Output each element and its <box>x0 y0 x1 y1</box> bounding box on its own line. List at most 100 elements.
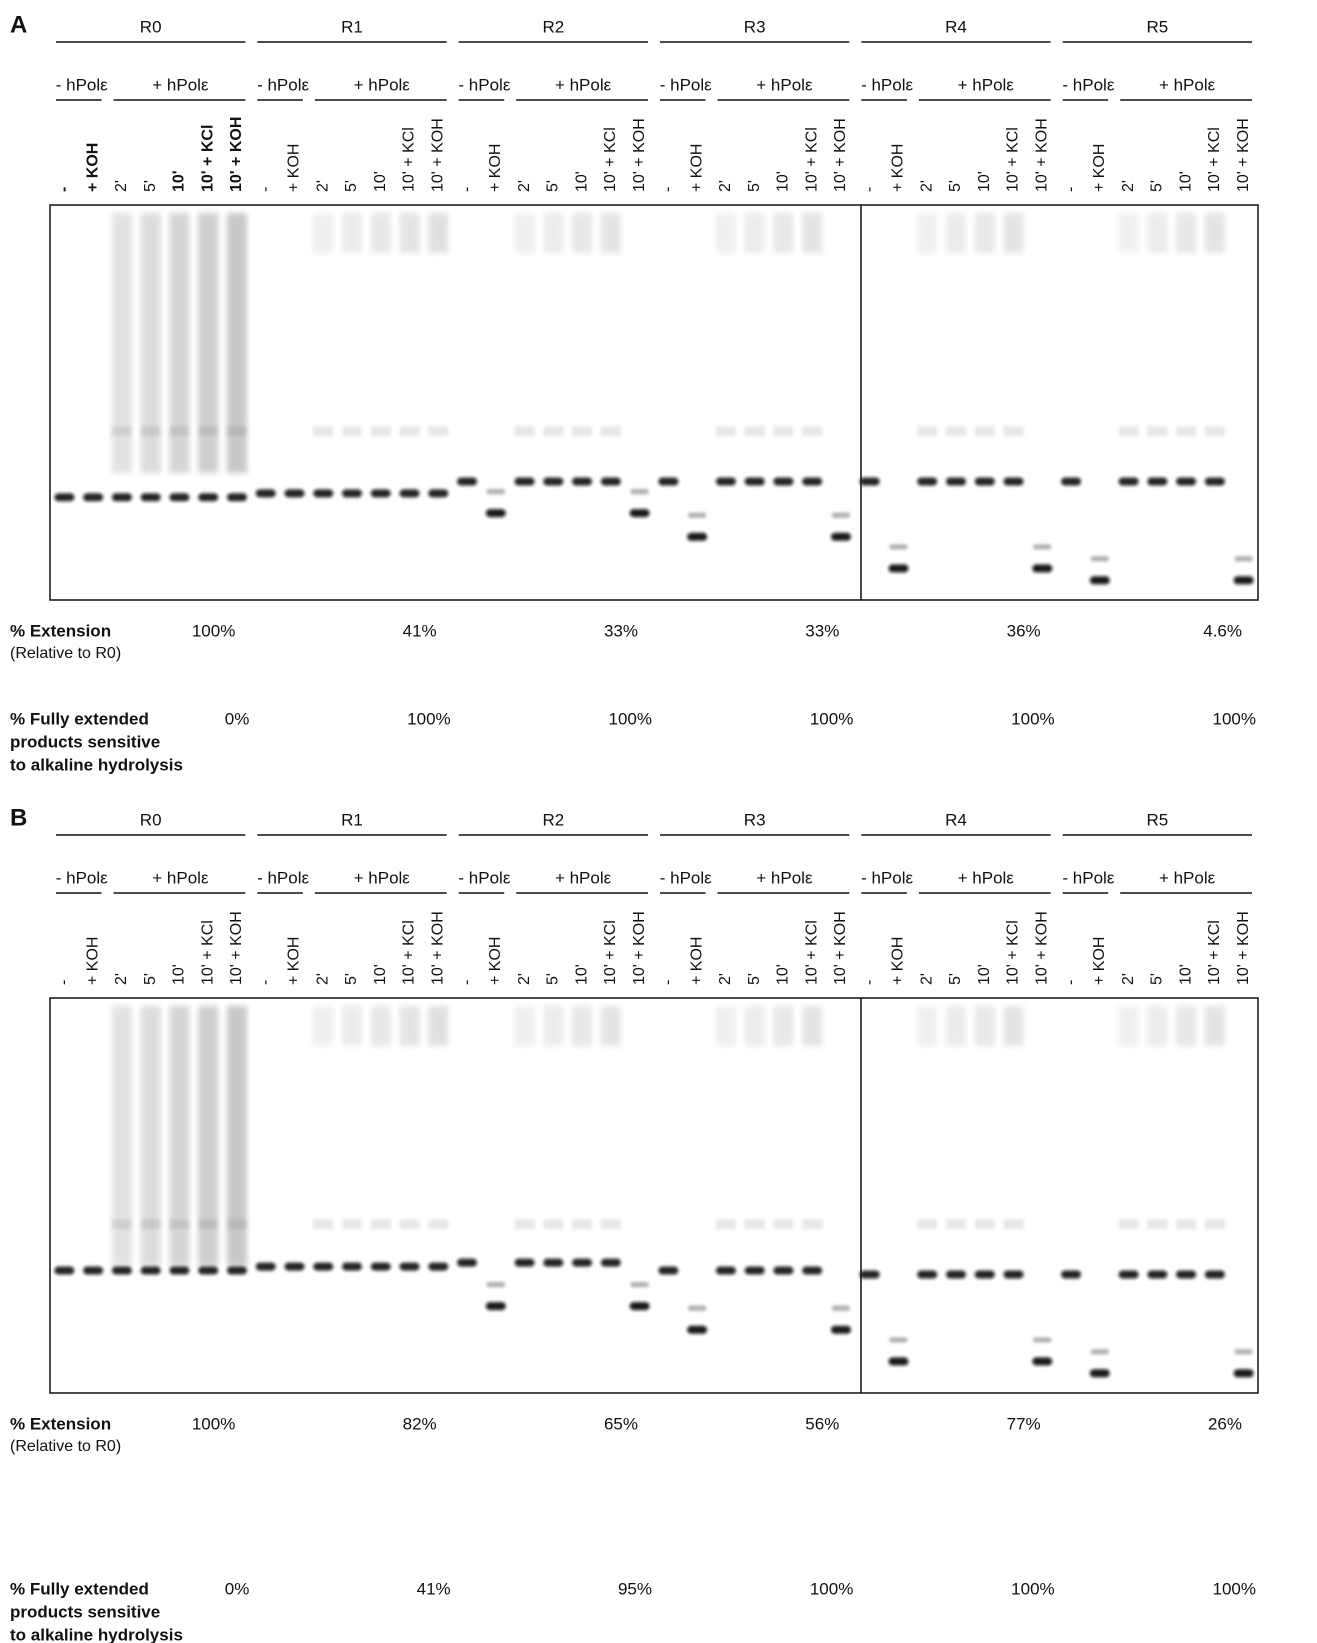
lane-label: 5' <box>142 973 159 985</box>
lane-label: 10' + KOH <box>430 911 447 985</box>
lane-label: 10' + KCl <box>602 127 619 192</box>
gel-smear <box>111 1006 132 1266</box>
gel-ladder <box>1118 426 1139 437</box>
gel-ladder <box>974 1219 995 1230</box>
lane-label: 10' + KOH <box>631 911 648 985</box>
gel-ladder <box>572 426 593 437</box>
extension-value: 41% <box>403 621 437 640</box>
extension-value: 100% <box>192 1414 235 1433</box>
lane-label: - <box>861 980 878 985</box>
lane-label: 10' <box>775 171 792 192</box>
lane-label: 2' <box>113 973 130 985</box>
gel-smear <box>399 1006 420 1046</box>
lane-label: + KOH <box>487 937 504 985</box>
gel-band <box>284 489 305 498</box>
fully-extended-value: 100% <box>810 1579 853 1598</box>
lane-label: 10' <box>976 171 993 192</box>
gel-band <box>370 1262 391 1271</box>
lane-label: 5' <box>343 180 360 192</box>
gel-ladder <box>802 426 823 437</box>
gel-band <box>342 1262 362 1271</box>
gel-smear <box>974 1006 995 1046</box>
fully-extended-label: to alkaline hydrolysis <box>10 755 183 774</box>
gel-band <box>140 493 161 502</box>
gel-smear <box>1003 1006 1024 1046</box>
lane-label: 10' <box>573 171 590 192</box>
gel-band-faint <box>688 512 707 518</box>
gel-band <box>572 1258 593 1267</box>
lane-label: - <box>861 187 878 192</box>
plus-label: + hPolε <box>555 75 612 94</box>
gel-band <box>974 1270 995 1279</box>
plus-label: + hPolε <box>555 868 612 887</box>
gel-band <box>888 1357 909 1366</box>
lane-label: 2' <box>516 973 533 985</box>
group-label: R4 <box>945 17 967 36</box>
plus-label: + hPolε <box>152 868 209 887</box>
gel-ladder <box>198 1219 219 1230</box>
fully-extended-value: 100% <box>1213 1579 1256 1598</box>
gel-band <box>54 1266 75 1275</box>
gel-band <box>140 1266 161 1275</box>
fully-extended-value: 0% <box>225 1579 250 1598</box>
gel-band <box>802 477 823 486</box>
lane-label: + KOH <box>286 144 303 192</box>
lane-label: + KOH <box>890 937 907 985</box>
extension-value: 4.6% <box>1203 621 1242 640</box>
gel-smear <box>342 213 362 253</box>
extension-value: 33% <box>805 621 839 640</box>
lane-label: 10' + KCl <box>199 920 216 985</box>
gel-band <box>1204 477 1225 486</box>
gel-band <box>198 1266 219 1275</box>
gel-ladder <box>140 1219 161 1230</box>
gel-ladder <box>399 426 420 437</box>
gel-smear <box>370 1006 391 1046</box>
lane-label: 5' <box>947 973 964 985</box>
lane-label: + KOH <box>688 937 705 985</box>
extension-value: 56% <box>805 1414 839 1433</box>
gel-band <box>802 1266 823 1275</box>
gel-ladder <box>1176 1219 1197 1230</box>
gel-ladder <box>744 1219 765 1230</box>
gel-band-faint <box>630 1282 649 1288</box>
gel-smear <box>572 1006 593 1046</box>
group-label: R5 <box>1146 17 1168 36</box>
gel-smear <box>715 213 736 253</box>
lane-label: 10' + KCl <box>1206 920 1223 985</box>
gel-ladder <box>1003 426 1024 437</box>
gel-smear <box>140 1006 161 1266</box>
minus-label: - hPolε <box>660 75 712 94</box>
gel-band <box>83 493 104 502</box>
gel-smear <box>974 213 995 253</box>
gel-band <box>744 1266 765 1275</box>
gel-band <box>54 493 75 502</box>
extension-sublabel: (Relative to R0) <box>10 1438 121 1455</box>
lane-label: 2' <box>717 180 734 192</box>
extension-label: % Extension <box>10 621 111 640</box>
gel-band <box>543 477 564 486</box>
fully-extended-value: 100% <box>810 709 853 728</box>
lane-label: 10' + KOH <box>832 118 849 192</box>
gel-ladder <box>543 426 564 437</box>
gel-smear <box>514 213 535 253</box>
gel-band <box>1061 477 1082 486</box>
minus-label: - hPolε <box>660 868 712 887</box>
extension-value: 36% <box>1007 621 1041 640</box>
gel-ladder <box>399 1219 420 1230</box>
gel-band <box>629 1302 650 1311</box>
lane-label: 2' <box>516 180 533 192</box>
gel-band <box>1118 477 1139 486</box>
gel-smear <box>946 1006 966 1046</box>
lane-label: 10' + KCl <box>401 127 418 192</box>
gel-ladder <box>226 1219 247 1230</box>
gel-band <box>1032 564 1053 573</box>
lane-label: 10' + KCl <box>602 920 619 985</box>
plus-label: + hPolε <box>354 868 411 887</box>
gel-smear <box>802 1006 823 1046</box>
gel-ladder <box>226 426 247 437</box>
gel-frame <box>49 204 1259 601</box>
gel-band <box>1003 1270 1024 1279</box>
gel-band <box>1147 477 1168 486</box>
gel-band <box>1089 576 1110 585</box>
fully-extended-value: 95% <box>618 1579 652 1598</box>
